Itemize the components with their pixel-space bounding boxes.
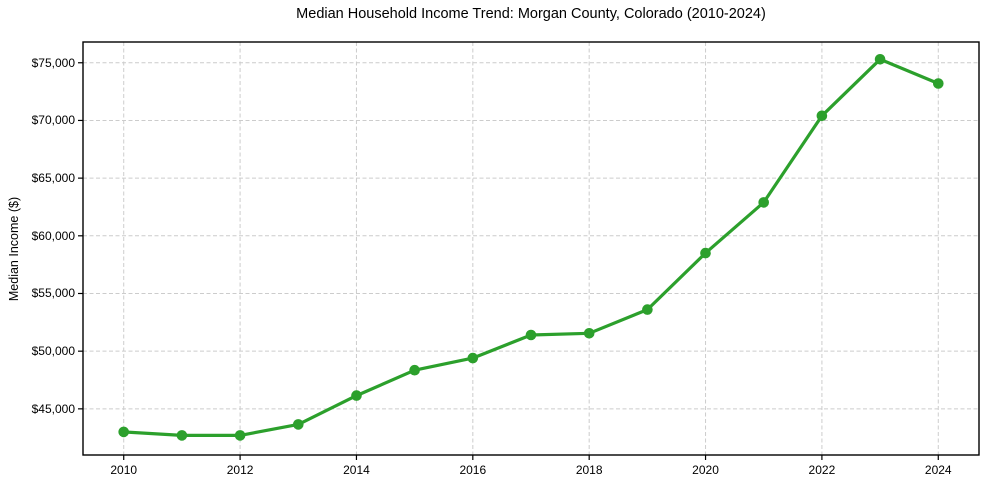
y-tick-label: $50,000	[31, 344, 75, 359]
data-point-marker	[176, 430, 188, 441]
y-tick-label: $45,000	[31, 401, 75, 416]
y-tick-label: $75,000	[31, 55, 75, 70]
chart-title: Median Household Income Trend: Morgan Co…	[296, 6, 766, 22]
y-tick-label: $70,000	[31, 113, 75, 128]
plot-border	[82, 41, 980, 456]
data-point-marker	[351, 390, 362, 401]
data-point-marker	[933, 78, 944, 89]
y-tick-label: $55,000	[31, 286, 75, 301]
data-point-marker	[642, 304, 653, 315]
x-tick-label: 2012	[226, 463, 254, 477]
y-tick-label: $60,000	[31, 228, 75, 243]
data-point-marker	[118, 426, 129, 438]
x-tick-label: 2018	[575, 463, 603, 477]
data-point-marker	[234, 430, 246, 441]
data-point-marker	[758, 197, 769, 208]
x-tick-label: 2014	[343, 463, 370, 477]
x-tick-label: 2024	[924, 463, 952, 477]
data-point-marker	[816, 110, 828, 122]
data-point-marker	[525, 329, 537, 341]
y-tick-label: $65,000	[31, 171, 75, 186]
data-point-marker	[409, 364, 420, 376]
data-point-marker	[293, 419, 304, 430]
data-point-marker	[583, 328, 595, 339]
income-trend-line	[122, 57, 940, 437]
data-point-marker	[467, 352, 479, 364]
x-tick-label: 2022	[808, 463, 836, 477]
data-point-marker	[700, 247, 711, 259]
data-point-marker	[874, 54, 886, 65]
x-tick-label: 2016	[459, 463, 487, 477]
x-tick-label: 2010	[110, 463, 138, 477]
x-tick-label: 2020	[692, 463, 719, 477]
